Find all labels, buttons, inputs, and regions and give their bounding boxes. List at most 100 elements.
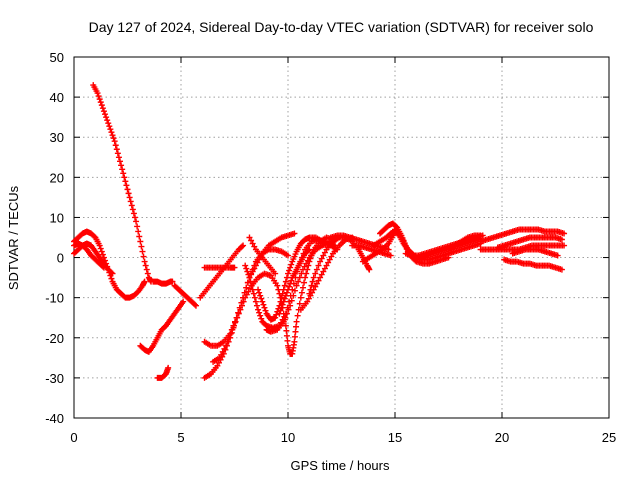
data-point-fill [296, 274, 303, 281]
data-point-fill [277, 307, 284, 314]
y-tick-label: -20 [45, 331, 64, 346]
data-point [229, 326, 236, 333]
data-point [259, 298, 266, 305]
data-point [280, 318, 287, 325]
data-point-fill [122, 178, 129, 185]
data-point [280, 298, 287, 305]
data-point-fill [312, 283, 319, 290]
data-point-fill [320, 252, 327, 259]
data-point-fill [326, 256, 333, 263]
data-point-fill [248, 237, 255, 244]
data-point [297, 294, 304, 301]
data-point [141, 278, 148, 285]
data-point [133, 218, 140, 225]
series-arc-7 [154, 364, 172, 381]
series-arc-4 [90, 82, 155, 285]
series-arc-28 [477, 242, 568, 253]
data-point-fill [114, 150, 121, 157]
data-point-fill [221, 345, 228, 352]
data-point-fill [108, 275, 115, 282]
data-point [554, 252, 561, 259]
data-point-fill [119, 166, 126, 173]
data-point-fill [296, 300, 303, 307]
data-point-fill [191, 301, 198, 308]
data-point-fill [252, 298, 259, 305]
data-point-fill [226, 334, 233, 341]
data-point-fill [283, 327, 290, 334]
data-point-fill [257, 292, 264, 299]
data-point-fill [312, 270, 319, 277]
x-tick-label: 5 [177, 430, 184, 445]
data-point [317, 258, 324, 265]
data-point-fill [127, 198, 134, 205]
data-point [293, 318, 300, 325]
data-point [299, 266, 306, 273]
series-arc-1 [71, 228, 148, 301]
data-point [323, 262, 330, 269]
y-tick-label: 50 [50, 50, 64, 65]
data-point [274, 282, 281, 289]
data-point [137, 238, 144, 245]
data-point-fill [100, 108, 107, 115]
data-point-fill [313, 280, 320, 287]
data-point-fill [256, 289, 263, 296]
data-point-fill [288, 297, 295, 304]
data-point [242, 262, 249, 269]
x-tick-label: 10 [281, 430, 295, 445]
data-point-fill [143, 266, 150, 273]
data-point-fill [292, 328, 299, 335]
data-point-fill [258, 315, 265, 322]
data-point-fill [273, 311, 280, 318]
data-point [302, 274, 309, 281]
data-point-fill [142, 262, 149, 269]
data-point-fill [318, 255, 325, 262]
data-point-fill [238, 302, 245, 309]
data-point [385, 246, 392, 253]
data-point-fill [393, 223, 400, 230]
data-point-fill [136, 233, 143, 240]
data-point-fill [278, 304, 285, 311]
data-point-fill [291, 333, 298, 340]
x-tick-label: 0 [70, 430, 77, 445]
data-point-fill [258, 295, 265, 302]
data-point-fill [135, 228, 142, 235]
data-point [306, 246, 313, 253]
data-point-fill [126, 194, 133, 201]
series-arc-2 [71, 240, 116, 277]
data-point-fill [95, 93, 102, 100]
data-point-fill [98, 248, 105, 255]
data-point-fill [125, 190, 132, 197]
data-point-fill [251, 265, 258, 272]
data-point [124, 186, 131, 193]
series-arc-18 [276, 246, 313, 317]
data-point-fill [249, 268, 256, 275]
data-point-fill [301, 279, 308, 286]
data-point-fill [243, 284, 250, 291]
y-tick-label: 20 [50, 170, 64, 185]
data-point-fill [287, 280, 294, 287]
data-point-fill [320, 268, 327, 275]
data-point-fill [283, 332, 290, 339]
data-point-fill [97, 99, 104, 106]
data-point-fill [243, 291, 250, 298]
data-point-fill [232, 318, 239, 325]
data-point-fill [261, 304, 268, 311]
x-axis-ticks: 0 5 10 15 20 25 [70, 57, 616, 445]
data-point-fill [144, 270, 151, 277]
data-point-fill [307, 286, 314, 293]
data-point-fill [113, 146, 120, 153]
data-point-fill [219, 348, 226, 355]
data-point-fill [309, 278, 316, 285]
y-tick-label: -10 [45, 291, 64, 306]
data-point-fill [282, 292, 289, 299]
data-point [120, 170, 127, 177]
data-point-fill [91, 233, 98, 240]
y-tick-label: 30 [50, 130, 64, 145]
data-point-fill [234, 314, 241, 321]
series-arc-27 [445, 232, 484, 253]
data-point [252, 262, 259, 269]
data-point-fill [288, 277, 295, 284]
data-point [128, 202, 135, 209]
data-point-fill [298, 289, 305, 296]
